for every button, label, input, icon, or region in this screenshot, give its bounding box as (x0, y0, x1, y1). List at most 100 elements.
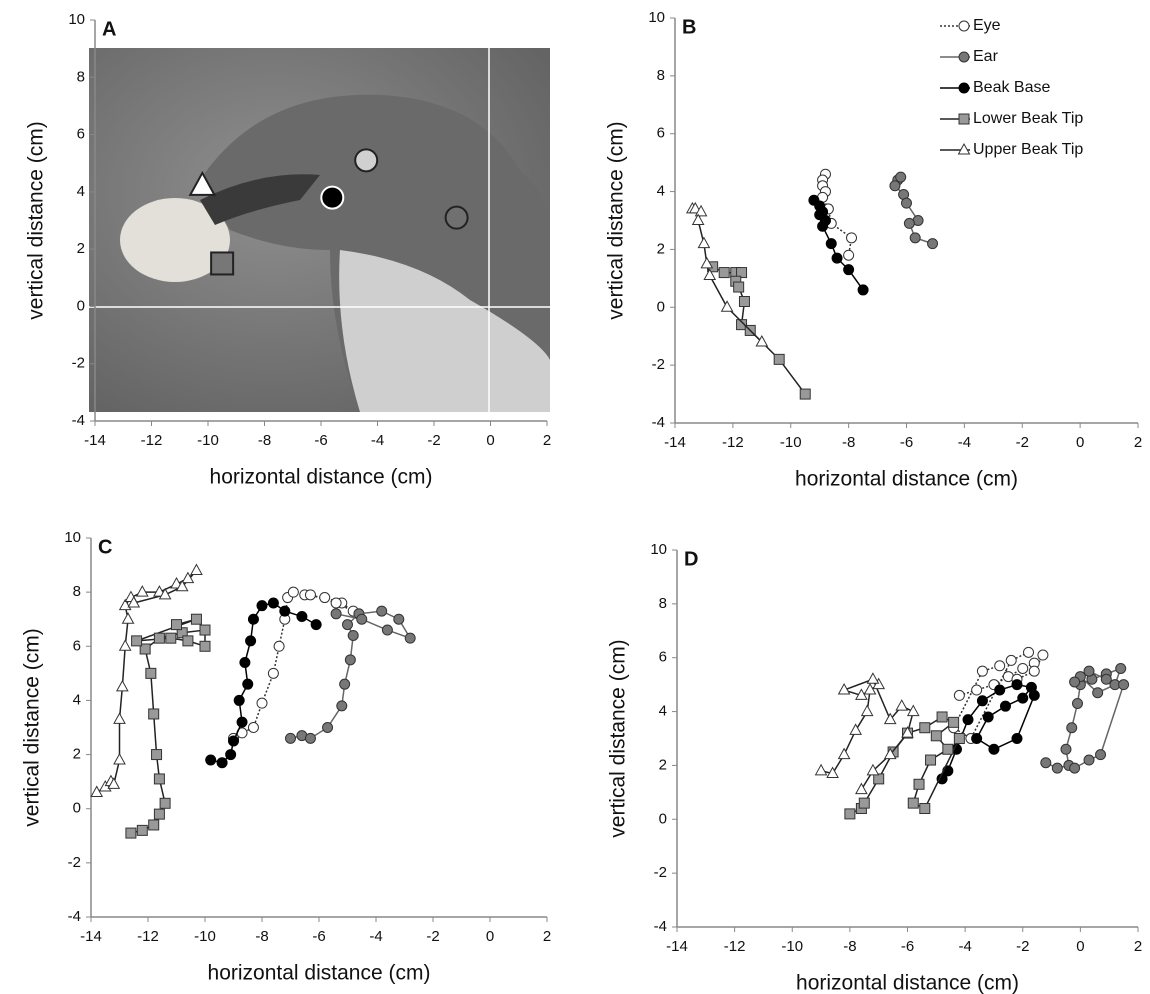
marker (1011, 733, 1023, 744)
marker (404, 632, 416, 644)
x-tick-label: -6 (314, 432, 327, 449)
x-tick-label: -8 (255, 928, 268, 945)
marker (694, 204, 708, 217)
x-tick-label: -10 (197, 432, 219, 449)
marker (988, 743, 1000, 755)
marker (356, 613, 368, 625)
x-tick-label: 0 (486, 928, 494, 945)
marker (135, 585, 149, 597)
marker (697, 236, 711, 249)
marker (971, 733, 983, 744)
marker (857, 284, 869, 296)
x-tick-label: -14 (666, 938, 688, 955)
marker (773, 353, 785, 365)
marker (866, 672, 880, 684)
marker (344, 654, 356, 666)
marker (844, 808, 856, 820)
marker (1071, 697, 1083, 709)
marker (913, 778, 925, 790)
marker (121, 612, 135, 624)
x-tick-label: -10 (194, 928, 216, 945)
marker (755, 334, 769, 347)
marker (895, 171, 907, 183)
marker (1092, 687, 1104, 699)
marker (304, 732, 316, 744)
x-tick-label: -2 (427, 432, 440, 449)
y-tick-label: 4 (73, 691, 81, 708)
y-tick-label: 0 (73, 800, 81, 817)
x-tick-label: -6 (901, 938, 914, 955)
marker (889, 180, 901, 192)
x-tick-label: -14 (664, 434, 686, 451)
marker (976, 695, 988, 707)
marker (860, 704, 874, 717)
x-tick-label: -10 (781, 938, 803, 955)
x-tick-label: -6 (900, 434, 913, 451)
marker (376, 605, 388, 617)
marker (1115, 662, 1127, 674)
marker (901, 197, 912, 209)
marker (994, 660, 1006, 672)
marker (171, 619, 182, 631)
y-tick-label: 0 (657, 298, 665, 315)
x-tick-label: -14 (84, 432, 106, 449)
marker (691, 213, 705, 225)
marker (843, 264, 855, 276)
y-tick-label: 8 (657, 67, 665, 84)
marker (330, 608, 342, 620)
marker (273, 640, 285, 652)
marker (1051, 762, 1063, 774)
marker (381, 624, 393, 636)
marker (225, 749, 237, 761)
marker (148, 708, 160, 720)
marker (799, 388, 811, 400)
marker (131, 635, 143, 647)
marker (393, 613, 405, 625)
x-tick-label: 0 (486, 432, 494, 449)
marker (1017, 662, 1029, 674)
marker (703, 268, 717, 280)
marker (145, 667, 157, 679)
marker (825, 238, 837, 250)
marker (319, 592, 331, 604)
marker (733, 281, 745, 293)
marker (1083, 665, 1095, 677)
marker (958, 82, 970, 94)
marker (205, 754, 217, 766)
y-tick-label: 8 (77, 68, 85, 85)
marker (866, 763, 880, 776)
marker (971, 684, 983, 696)
marker (700, 256, 714, 269)
panel: -4 -2 0 2 4 6 8 10 -14 -12 -10 -8 -6 -4 -2 0 2 horizontal… (605, 9, 1143, 491)
y-tick-label: 4 (657, 183, 665, 200)
marker (919, 803, 931, 815)
marker (901, 726, 914, 738)
marker (1069, 676, 1081, 688)
marker (296, 611, 308, 623)
marker (190, 613, 202, 625)
marker (181, 571, 195, 584)
marker (113, 752, 126, 765)
y-tick-label: -2 (68, 854, 81, 871)
marker (1083, 754, 1095, 766)
marker (1028, 665, 1040, 677)
marker (927, 238, 939, 250)
x-tick-label: -2 (426, 928, 439, 945)
marker (158, 587, 172, 600)
marker (1095, 749, 1107, 761)
x-tick-label: -2 (1016, 938, 1029, 955)
marker (107, 777, 121, 789)
panel: -4 -2 0 2 4 6 8 10 -14 -12 -10 -8 -6 -4 -2 0 2 horizontal… (25, 11, 552, 489)
marker (228, 735, 239, 747)
marker (1011, 679, 1023, 691)
y-tick-label: 0 (77, 297, 85, 314)
x-tick-label: -4 (371, 432, 384, 449)
marker (930, 730, 942, 742)
x-tick-label: -14 (80, 928, 102, 945)
y-tick-label: 4 (77, 183, 85, 200)
y-tick-label: 10 (64, 529, 81, 546)
marker (814, 763, 828, 776)
marker (153, 808, 165, 820)
marker (936, 711, 948, 723)
